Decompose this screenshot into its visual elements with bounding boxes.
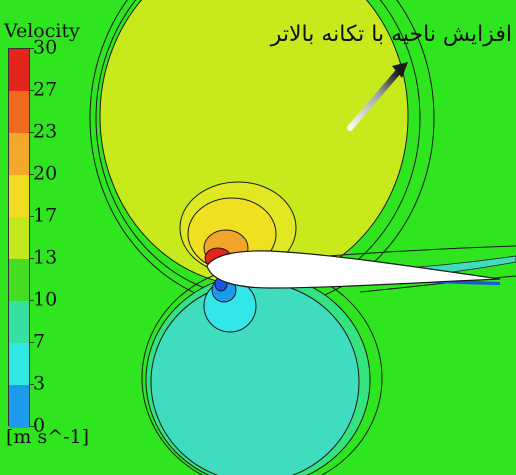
legend-segment xyxy=(9,301,29,344)
legend-tick-label: 10 xyxy=(33,288,58,311)
legend-segment xyxy=(9,343,29,386)
airfoil-shape xyxy=(206,250,501,289)
legend-tick-label: 23 xyxy=(33,120,58,143)
legend-color-bar xyxy=(8,48,30,428)
legend-segment xyxy=(9,259,29,302)
annotation-arrow-shaft xyxy=(347,69,401,131)
legend-tick-label: 30 xyxy=(33,36,58,59)
legend-tick-label: 0 xyxy=(33,414,46,437)
legend-tick-mark xyxy=(29,342,34,343)
legend-tick-label: 7 xyxy=(33,330,46,353)
legend-title: Velocity xyxy=(4,20,80,42)
legend-tick-mark xyxy=(29,48,34,49)
legend-tick-mark xyxy=(29,384,34,385)
legend-tick-mark xyxy=(29,258,34,259)
legend-tick-mark xyxy=(29,300,34,301)
annotation-arrow-head xyxy=(392,62,408,78)
legend-unit: [m s^-1] xyxy=(6,426,90,448)
legend-segment xyxy=(9,49,29,92)
legend-tick-mark xyxy=(29,90,34,91)
legend-tick-label: 17 xyxy=(33,204,58,227)
legend-tick-label: 27 xyxy=(33,78,58,101)
legend-tick-mark xyxy=(29,216,34,217)
legend-tick-mark xyxy=(29,174,34,175)
legend-tick-label: 3 xyxy=(33,372,46,395)
legend-segment xyxy=(9,217,29,260)
legend-segment xyxy=(9,91,29,134)
legend-segment xyxy=(9,133,29,176)
legend-tick-label: 13 xyxy=(33,246,58,269)
legend-segment xyxy=(9,385,29,428)
legend-tick-label: 20 xyxy=(33,162,58,185)
legend-segment xyxy=(9,175,29,218)
legend-tick-mark xyxy=(29,132,34,133)
annotation-text: افزایش ناحیه با تکانه بالاتر xyxy=(270,22,512,47)
legend-tick-mark xyxy=(29,426,34,427)
